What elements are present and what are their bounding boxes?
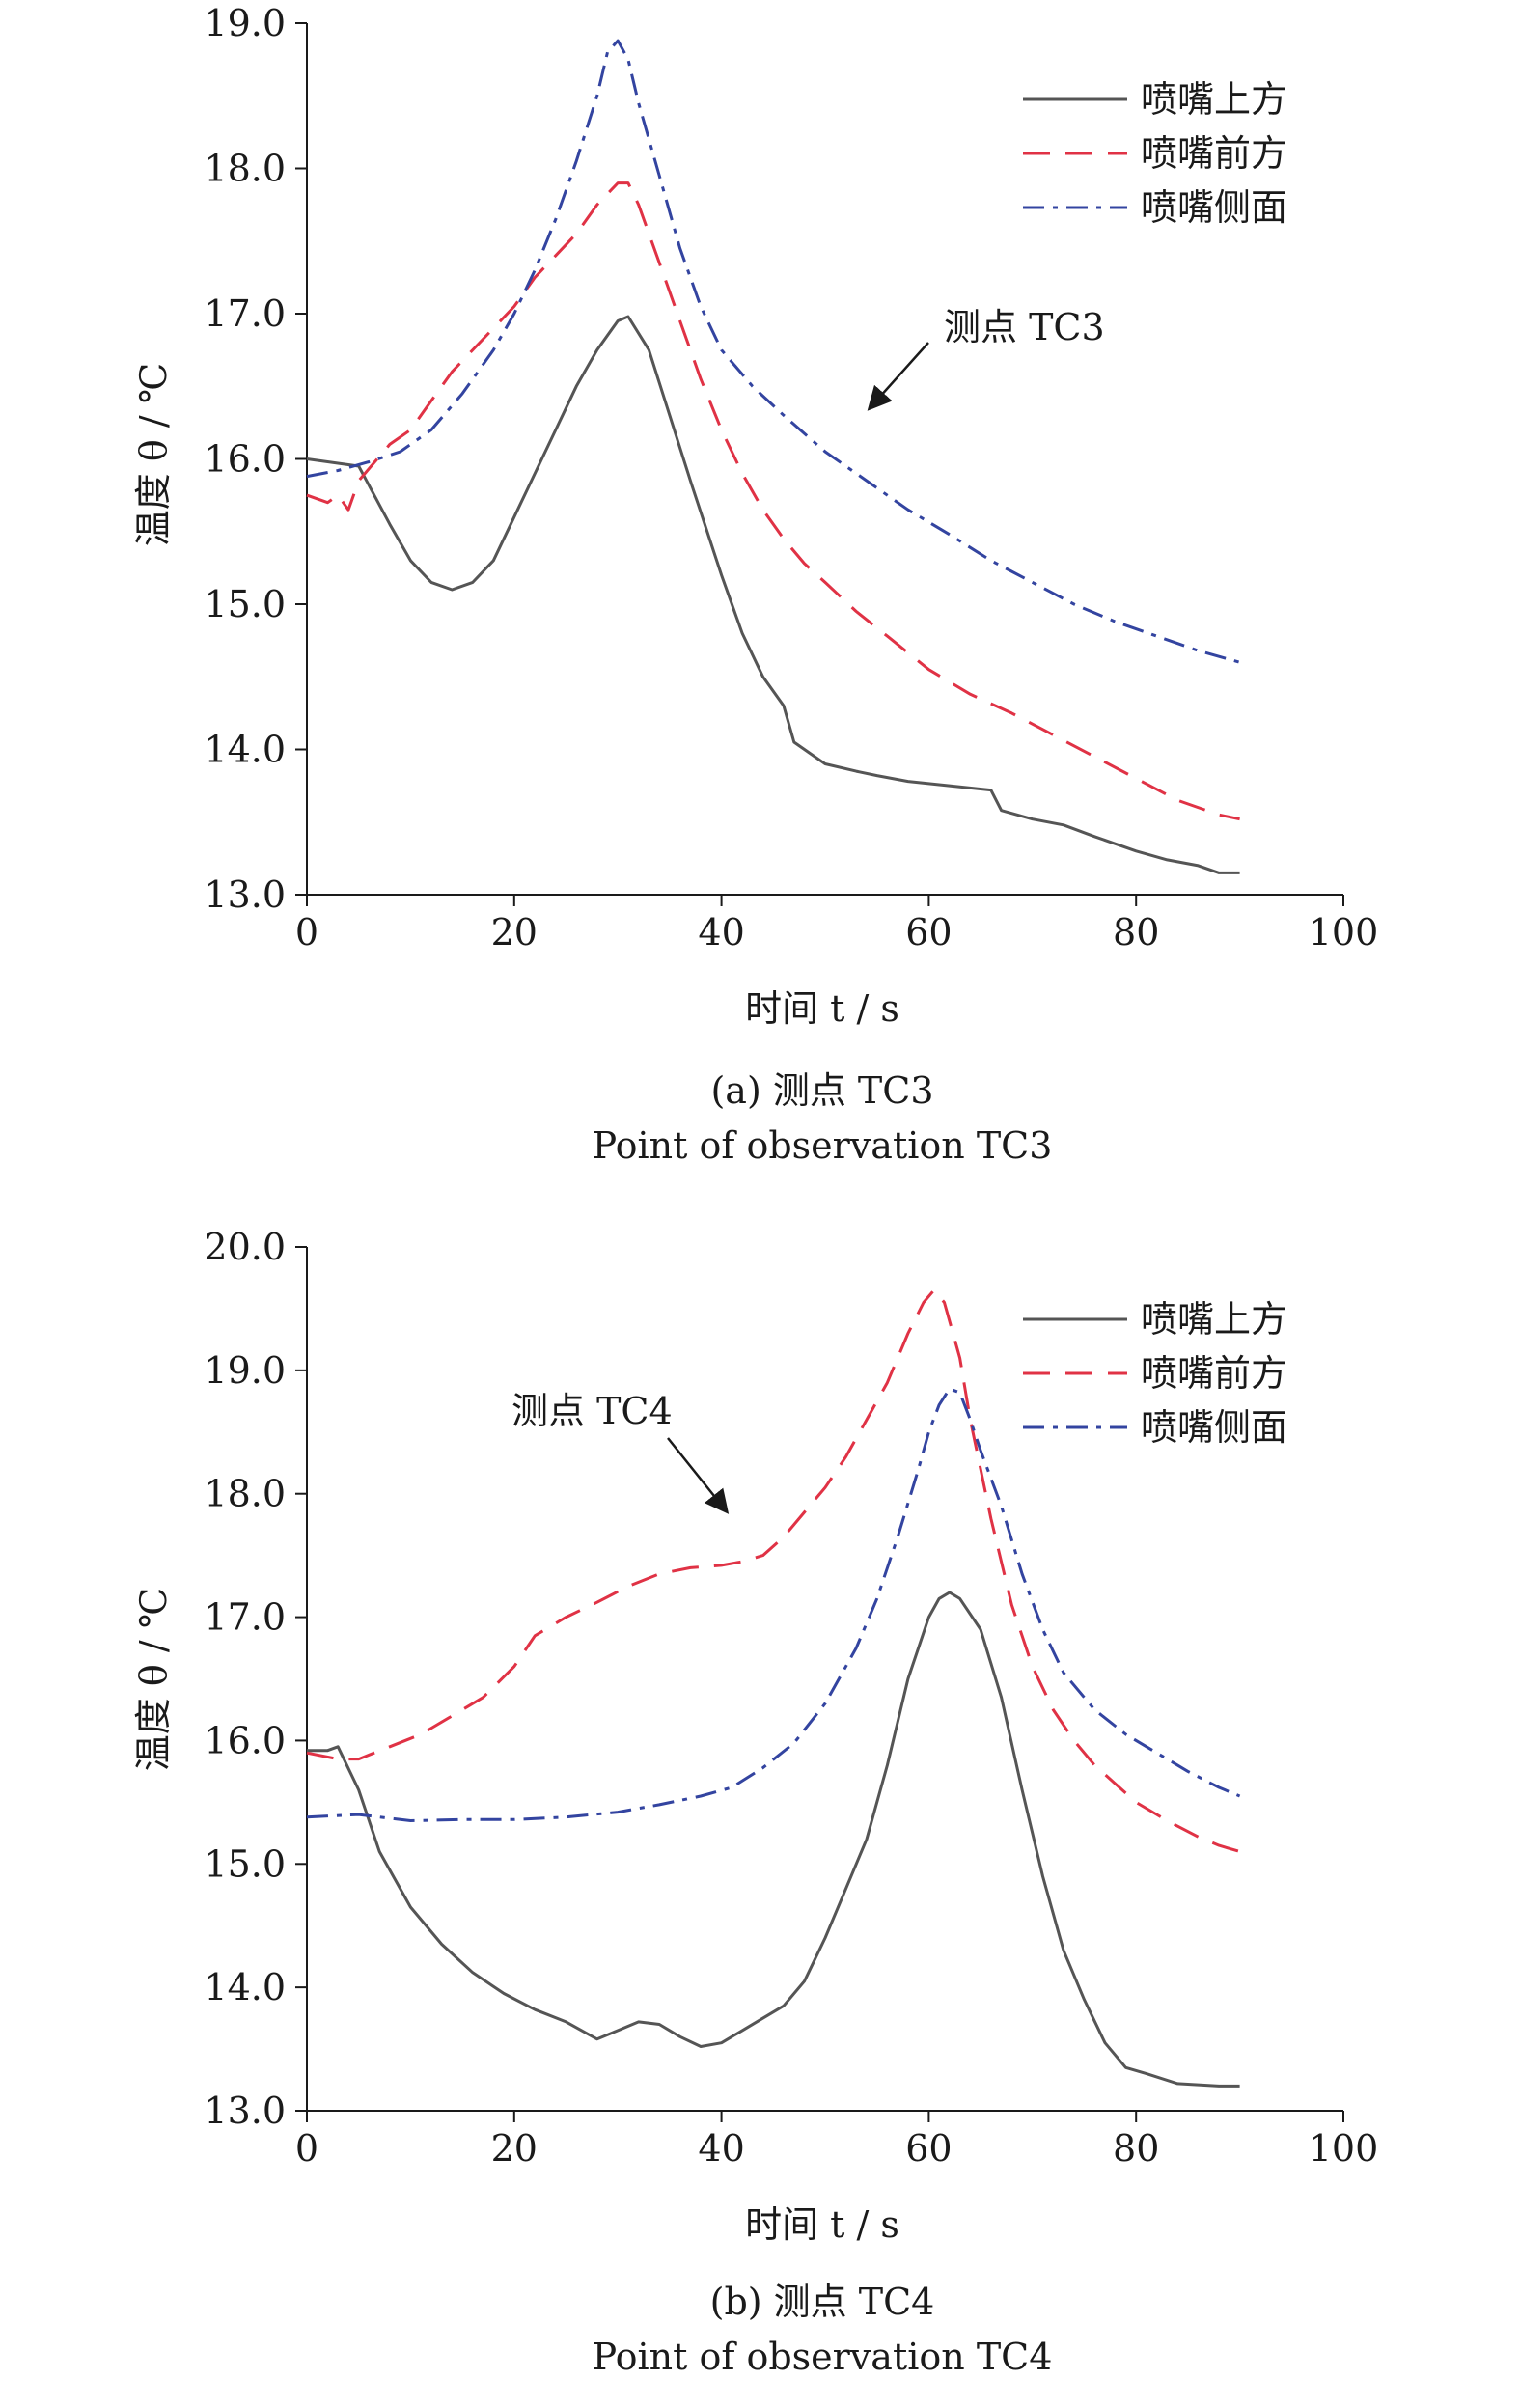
series-line-3 [306, 39, 1241, 664]
x-axis-title: 时间 t / s [745, 2203, 899, 2246]
caption: (b) 测点 TC4 [710, 2281, 935, 2323]
y-tick-label: 15.0 [204, 583, 286, 625]
y-tick-label: 16.0 [204, 1719, 286, 1761]
series-layer [306, 1288, 1241, 2088]
legend-label-series-3: 喷嘴侧面 [1141, 186, 1287, 229]
x-tick-label: 60 [905, 911, 952, 954]
y-tick-label: 20.0 [204, 1226, 286, 1268]
plot-area [306, 1247, 1343, 2112]
x-tick-label: 80 [1113, 2127, 1159, 2170]
annotation-arrow [867, 342, 929, 411]
chart-panel-a: 0 20 40 60 80 100 13.0 14.0 15.0 16.0 17.0 18.0 19.0… [132, 2, 1378, 1167]
y-tick-label: 18.0 [204, 148, 286, 190]
x-tick-label: 60 [905, 2127, 952, 2170]
tick-layer: 0 20 40 60 80 100 13.0 14.0 15.0 16.0 17.0 18.0 19.0 [204, 2, 1378, 954]
annotation-label: 测点 TC4 [511, 1390, 673, 1432]
tick-layer: 0 20 40 60 80 100 13.0 14.0 15.0 16.0 17.0 18.0 19.0… [204, 1226, 1378, 2170]
caption-en: Point of observation TC4 [593, 2336, 1053, 2378]
x-tick-label: 20 [491, 2127, 538, 2170]
series-line-1 [307, 1591, 1240, 2088]
series-line-2 [306, 181, 1240, 821]
series-layer [306, 39, 1241, 874]
legend-label-series-3: 喷嘴侧面 [1141, 1406, 1287, 1449]
legend: 喷嘴上方 喷嘴前方 喷嘴侧面 [1023, 78, 1287, 229]
x-tick-label: 40 [698, 2127, 744, 2170]
y-tick-label: 16.0 [204, 438, 286, 481]
y-tick-label: 17.0 [204, 1596, 286, 1639]
x-tick-label: 0 [295, 2127, 318, 2170]
x-tick-label: 100 [1309, 2127, 1379, 2170]
y-tick-label: 19.0 [204, 2, 286, 44]
series-line-1 [306, 315, 1240, 874]
x-tick-label: 100 [1309, 911, 1379, 954]
x-tick-label: 80 [1113, 911, 1159, 954]
legend: 喷嘴上方 喷嘴前方 喷嘴侧面 [1023, 1298, 1287, 1449]
y-tick-label: 13.0 [204, 873, 286, 916]
series-line-2 [306, 1288, 1241, 1853]
legend-label-series-2: 喷嘴前方 [1141, 132, 1287, 175]
caption-en: Point of observation TC3 [593, 1124, 1053, 1167]
caption: (a) 测点 TC3 [710, 1069, 933, 1112]
y-tick-label: 15.0 [204, 1842, 286, 1885]
chart-panel-b: 0 20 40 60 80 100 13.0 14.0 15.0 16.0 17.0 18.0 19.0… [132, 1226, 1378, 2378]
legend-label-series-1: 喷嘴上方 [1141, 1298, 1287, 1341]
legend-label-series-1: 喷嘴上方 [1141, 78, 1287, 121]
y-axis-title: 温度 θ / ℃ [132, 1588, 175, 1771]
y-tick-label: 13.0 [204, 2090, 286, 2132]
x-tick-label: 20 [491, 911, 538, 954]
legend-label-series-2: 喷嘴前方 [1141, 1352, 1287, 1395]
series-line-3 [306, 1387, 1241, 1822]
y-tick-label: 17.0 [204, 292, 286, 335]
y-tick-label: 14.0 [204, 1966, 286, 2008]
x-tick-label: 0 [295, 911, 318, 954]
y-tick-label: 18.0 [204, 1473, 286, 1515]
y-axis-title: 温度 θ / ℃ [132, 363, 175, 546]
annotation-label: 测点 TC3 [944, 306, 1105, 348]
y-tick-label: 14.0 [204, 729, 286, 771]
y-tick-label: 19.0 [204, 1349, 286, 1392]
x-axis-title: 时间 t / s [745, 987, 899, 1030]
annotation-arrow [667, 1437, 730, 1514]
x-tick-label: 40 [698, 911, 744, 954]
